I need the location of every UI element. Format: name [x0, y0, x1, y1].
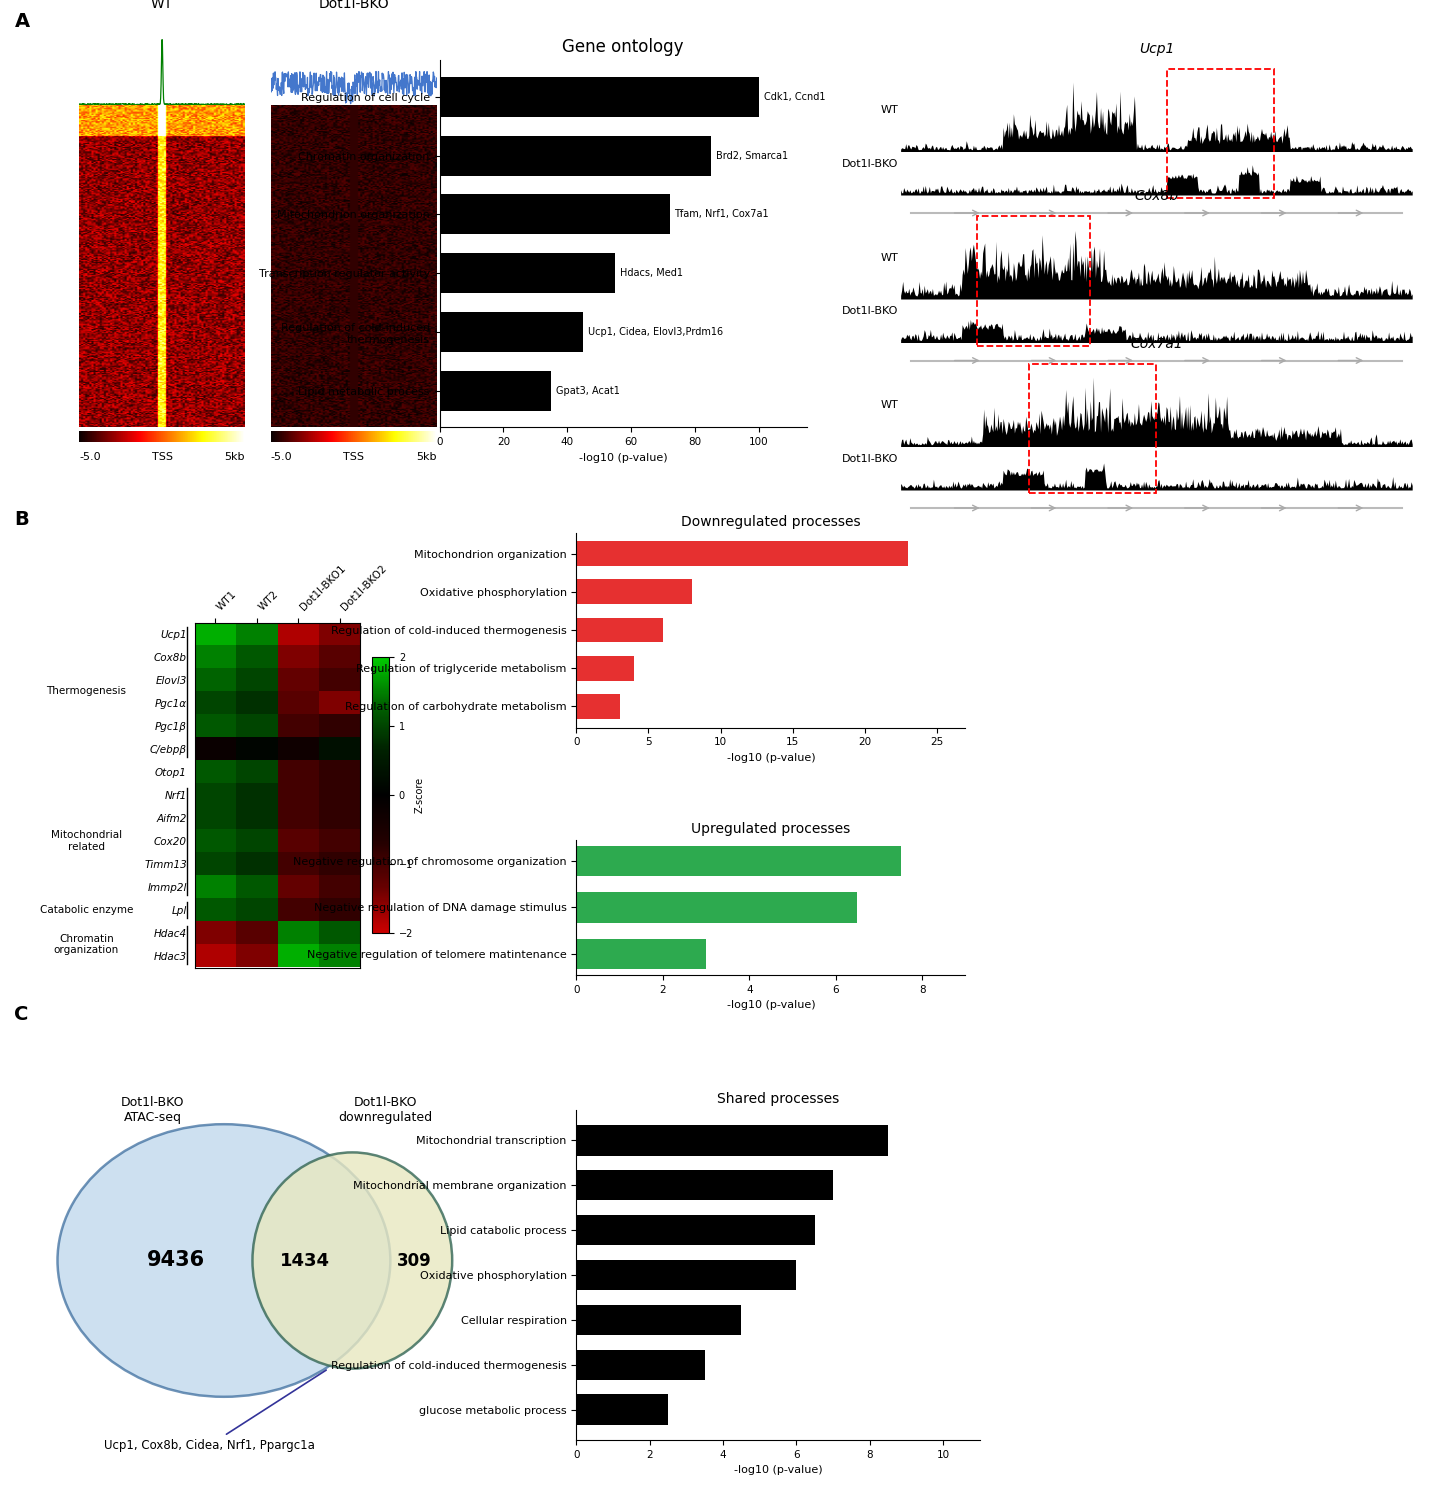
Text: WT: WT	[880, 252, 898, 262]
Text: Dot1l-BKO: Dot1l-BKO	[842, 453, 898, 464]
Text: WT: WT	[151, 0, 173, 10]
Bar	[576, 1350, 705, 1380]
Bar	[576, 939, 706, 969]
Text: 309: 309	[396, 1251, 431, 1269]
Title: Shared processes: Shared processes	[718, 1092, 839, 1106]
Title: Upregulated processes: Upregulated processes	[692, 822, 850, 836]
Bar	[576, 694, 620, 718]
Text: 5kb: 5kb	[225, 453, 245, 462]
Bar	[440, 135, 710, 176]
Text: Mitochondrial
related: Mitochondrial related	[50, 830, 122, 852]
Text: Cdk1, Ccnd1: Cdk1, Ccnd1	[764, 92, 826, 102]
Bar	[576, 892, 857, 922]
Bar	[576, 1305, 742, 1335]
Bar	[440, 312, 584, 352]
Title: Gene ontology: Gene ontology	[562, 38, 684, 56]
Text: -5.0: -5.0	[271, 453, 293, 462]
Text: -5.0: -5.0	[79, 453, 101, 462]
Text: Ucp1, Cidea, Elovl3,Prdm16: Ucp1, Cidea, Elovl3,Prdm16	[588, 327, 723, 338]
Text: WT: WT	[880, 105, 898, 116]
Text: C: C	[14, 1005, 29, 1025]
Text: 5kb: 5kb	[416, 453, 437, 462]
Bar	[440, 254, 615, 292]
Text: Dot1l-BKO: Dot1l-BKO	[318, 0, 389, 10]
Text: 1434: 1434	[280, 1251, 330, 1269]
X-axis label: -log10 (p-value): -log10 (p-value)	[726, 1000, 816, 1011]
Bar	[576, 1215, 814, 1245]
Text: Hdacs, Med1: Hdacs, Med1	[620, 268, 683, 278]
Bar	[576, 542, 908, 566]
Bar	[576, 1125, 888, 1155]
Text: Dot1l-BKO: Dot1l-BKO	[842, 159, 898, 168]
Bar	[576, 656, 634, 681]
Text: Dot1l-BKO: Dot1l-BKO	[842, 306, 898, 316]
Text: Chromatin
organization: Chromatin organization	[53, 933, 120, 956]
Text: Catabolic enzyme: Catabolic enzyme	[40, 904, 133, 915]
Text: Brd2, Smarca1: Brd2, Smarca1	[716, 150, 788, 160]
Text: TSS: TSS	[343, 453, 365, 462]
Bar	[576, 1395, 669, 1425]
Bar	[576, 1260, 797, 1290]
X-axis label: -log10 (p-value): -log10 (p-value)	[733, 1466, 823, 1476]
Ellipse shape	[252, 1152, 452, 1368]
Text: Dot1l-BKO
downregulated: Dot1l-BKO downregulated	[339, 1096, 432, 1124]
Text: Gpat3, Acat1: Gpat3, Acat1	[556, 386, 620, 396]
Text: B: B	[14, 510, 29, 530]
Text: WT: WT	[880, 400, 898, 411]
Ellipse shape	[58, 1124, 391, 1396]
X-axis label: -log10 (p-value): -log10 (p-value)	[579, 453, 667, 464]
Bar	[440, 195, 670, 234]
Bar	[440, 370, 552, 411]
Text: 9436: 9436	[147, 1251, 206, 1270]
Bar	[440, 76, 759, 117]
Y-axis label: Z-score: Z-score	[415, 777, 425, 813]
Bar	[576, 579, 692, 604]
Text: Thermogenesis: Thermogenesis	[46, 687, 127, 696]
Text: A: A	[14, 12, 29, 32]
Text: TSS: TSS	[151, 453, 173, 462]
Bar	[576, 618, 663, 642]
Text: Cox7a1: Cox7a1	[1130, 338, 1183, 351]
Text: Ucp1, Cox8b, Cidea, Nrf1, Ppargc1a: Ucp1, Cox8b, Cidea, Nrf1, Ppargc1a	[104, 1370, 326, 1452]
Text: Tfam, Nrf1, Cox7a1: Tfam, Nrf1, Cox7a1	[674, 210, 769, 219]
Bar	[576, 846, 901, 876]
Text: Dot1l-BKO
ATAC-seq: Dot1l-BKO ATAC-seq	[121, 1096, 184, 1124]
Bar	[576, 1170, 833, 1200]
X-axis label: -log10 (p-value): -log10 (p-value)	[726, 753, 816, 764]
Title: Downregulated processes: Downregulated processes	[682, 514, 860, 528]
Text: Cox8b: Cox8b	[1134, 189, 1179, 204]
Text: Ucp1: Ucp1	[1138, 42, 1174, 56]
